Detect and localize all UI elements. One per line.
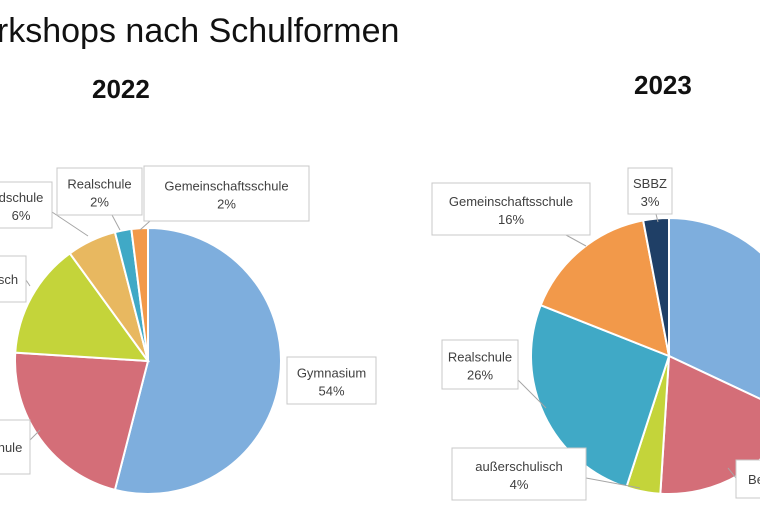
pie-chart-2023: Be außerschulisch 4% Realschule 26% Gemeinsch… (431, 167, 760, 501)
leader-line (565, 234, 587, 247)
chart-title-2022: 2022 (92, 74, 150, 104)
pie-slice-2023-gymnasium (668, 216, 760, 400)
data-label-percent: 26% (467, 368, 493, 383)
data-label-2022-5: Gemeinschaftsschule 2% (139, 165, 310, 231)
data-label-name: dschule (0, 190, 43, 205)
data-label-percent: 2% (217, 197, 236, 212)
pie-slice-2023-sbbz (641, 216, 670, 357)
data-label-2023-5: SBBZ 3% (627, 167, 673, 223)
data-label-box (0, 419, 31, 475)
data-label-box (143, 165, 310, 222)
data-label-name: SBBZ (633, 176, 667, 191)
data-label-name: hule (0, 440, 22, 455)
leader-line (29, 429, 41, 441)
data-label-2023-4: Gemeinschaftsschule 16% (431, 182, 591, 247)
data-label-name: Realschule (67, 177, 131, 192)
data-label-name: Realschule (448, 350, 512, 365)
pie-slice-2023-gemeinschaftsschule (539, 219, 671, 358)
data-label-box (431, 182, 591, 236)
data-label-box (286, 356, 377, 405)
leader-line (585, 477, 641, 489)
data-label-2023-3: Realschule 26% (441, 339, 547, 409)
leader-line (139, 220, 151, 231)
data-label-percent: 16% (498, 212, 524, 227)
pie-slice-2022-außerschulisch (14, 252, 151, 363)
leader-line (51, 211, 89, 237)
leader-line (517, 379, 547, 409)
data-label-2022-1: hule (0, 419, 41, 475)
data-label-2022-2: sch (0, 255, 31, 303)
chart-title-2023: 2023 (634, 70, 692, 100)
leader-line (25, 279, 31, 287)
data-label-box (441, 339, 519, 390)
data-label-name: Be (748, 472, 760, 487)
pie-slice-2022-gymnasium (113, 226, 282, 495)
page-title: orkshops nach Schulformen (0, 12, 400, 50)
data-label-2023-1: Be (727, 459, 760, 499)
data-label-name: sch (0, 272, 18, 287)
data-label-percent: 4% (510, 477, 529, 492)
data-label-2022-3: dschule 6% (0, 181, 89, 237)
pie-chart-2022: Gymnasium 54% hule sch dschule 6% Realschule 2%… (0, 165, 377, 495)
data-label-box (0, 255, 27, 303)
data-label-name: Gemeinschaftsschule (449, 194, 573, 209)
data-label-box (451, 447, 587, 501)
data-label-percent: 2% (90, 195, 109, 210)
data-label-percent: 3% (641, 194, 660, 209)
data-label-percent: 54% (318, 384, 344, 399)
data-label-box (56, 167, 143, 216)
data-label-box (735, 459, 760, 499)
leader-line (111, 214, 121, 231)
pie-slice-2023-realschule (530, 303, 671, 489)
data-label-2023-2: außerschulisch 4% (451, 447, 641, 501)
leader-line (727, 467, 737, 479)
data-label-2022-0: Gymnasium 54% (286, 356, 377, 405)
data-label-box (627, 167, 673, 215)
data-label-name: außerschulisch (475, 459, 562, 474)
pie-slice-2022-gemeinschaftsschule (130, 226, 149, 362)
pie-slice-2022-gemeinschaftsschule (14, 351, 150, 492)
data-label-percent: 6% (12, 208, 31, 223)
data-label-box (0, 181, 53, 229)
data-label-name: Gymnasium (297, 366, 366, 381)
data-label-2022-4: Realschule 2% (56, 167, 143, 231)
leader-line (655, 213, 659, 223)
data-label-name: Gemeinschaftsschule (164, 179, 288, 194)
